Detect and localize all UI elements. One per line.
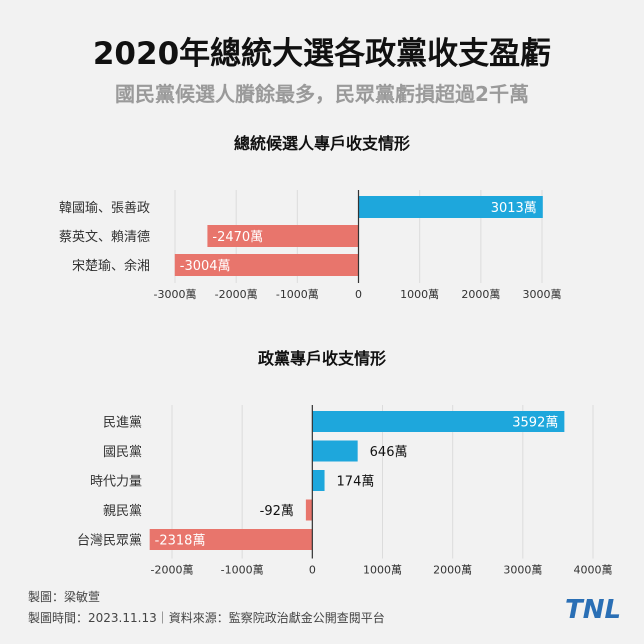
data-label: 3592萬 bbox=[512, 416, 558, 431]
x-tick-label: 2000萬 bbox=[461, 288, 500, 301]
data-label: 646萬 bbox=[370, 445, 408, 460]
data-label: -92萬 bbox=[260, 504, 294, 519]
x-tick-label: 1000萬 bbox=[363, 564, 402, 576]
category-label: 民進黨 bbox=[103, 416, 142, 431]
x-tick-label: -1000萬 bbox=[276, 288, 319, 301]
chart-title: 政黨專戶收支情形 bbox=[258, 349, 386, 368]
x-tick-label: 4000萬 bbox=[574, 564, 613, 576]
bar bbox=[312, 411, 565, 432]
bar bbox=[312, 470, 325, 491]
tnl-logo-text: TNL bbox=[565, 595, 621, 623]
page-title: 2020年總統大選各政黨收支盈虧 bbox=[92, 36, 552, 72]
data-label: 174萬 bbox=[337, 475, 375, 490]
source-text: 製圖時間：2023.11.13｜資料來源：監察院政治獻金公開查閱平台 bbox=[28, 611, 385, 625]
data-label: -2318萬 bbox=[155, 534, 206, 549]
category-label: 親民黨 bbox=[103, 504, 142, 519]
x-tick-label: -2000萬 bbox=[151, 564, 194, 576]
tnl-logo: TNL bbox=[565, 595, 621, 623]
data-label: -2470萬 bbox=[212, 230, 263, 245]
credit-text: 製圖：梁敏萱 bbox=[28, 590, 101, 604]
category-label: 國民黨 bbox=[103, 445, 142, 460]
x-tick-label: 0 bbox=[355, 288, 362, 301]
bar bbox=[174, 254, 359, 276]
x-tick-label: 2000萬 bbox=[433, 564, 472, 576]
category-label: 宋楚瑜、余湘 bbox=[72, 258, 150, 274]
data-label: 3013萬 bbox=[491, 201, 537, 216]
bar bbox=[312, 440, 358, 462]
bar bbox=[305, 499, 313, 521]
chart-title: 總統候選人專戶收支情形 bbox=[234, 134, 410, 153]
category-label: 台灣民眾黨 bbox=[77, 534, 142, 549]
page-subtitle: 國民黨候選人賸餘最多，民眾黨虧損超過2千萬 bbox=[115, 82, 529, 106]
bar bbox=[358, 196, 543, 218]
category-label: 蔡英文、賴清德 bbox=[59, 230, 150, 245]
x-tick-label: 3000萬 bbox=[523, 288, 562, 301]
category-label: 韓國瑜、張善政 bbox=[59, 200, 150, 216]
x-tick-label: -1000萬 bbox=[221, 564, 264, 576]
x-tick-label: 1000萬 bbox=[400, 288, 439, 301]
candidate-balance-chart: 總統候選人專戶收支情形 -3000萬 -2000萬 -1000萬 0 1000萬 2000萬… bbox=[59, 134, 562, 301]
category-label: 時代力量 bbox=[90, 475, 142, 490]
x-tick-label: 3000萬 bbox=[503, 564, 542, 576]
bar bbox=[207, 225, 359, 247]
x-tick-label: -2000萬 bbox=[215, 288, 258, 301]
x-tick-label: 0 bbox=[309, 564, 316, 576]
x-tick-label: -3000萬 bbox=[154, 288, 197, 301]
bar bbox=[149, 529, 313, 550]
data-label: -3004萬 bbox=[180, 259, 231, 274]
party-balance-chart: 政黨專戶收支情形 -2000萬 -1000萬 0 1000萬 2000萬 3000萬 4000… bbox=[77, 349, 613, 576]
